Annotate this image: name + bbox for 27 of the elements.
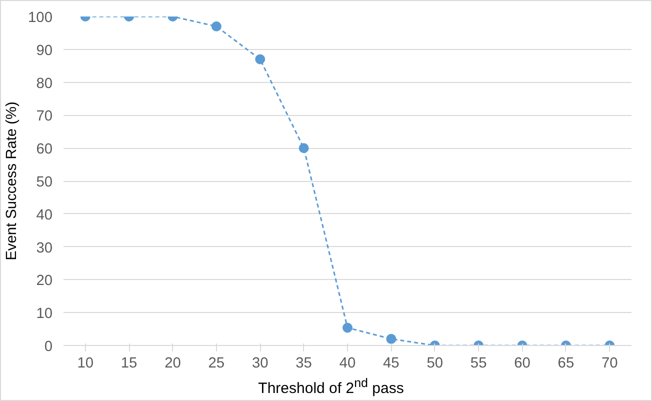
x-axis-title: Threshold of 2$^{nd}$ pass: [257, 375, 405, 399]
y-tick-label: 10: [36, 306, 53, 322]
x-tick-label: 20: [164, 356, 181, 372]
y-axis-title: Event Success Rate (%): [4, 102, 20, 260]
y-tick-label: 20: [36, 273, 53, 290]
x-tick-label: 30: [252, 356, 268, 372]
y-tick-label: 80: [36, 76, 53, 92]
x-tick-label: 50: [426, 356, 444, 372]
x-tick-label: 55: [470, 356, 487, 372]
x-tick-label: 40: [339, 356, 356, 372]
y-tick-label: 40: [36, 207, 53, 224]
y-tick-label: 90: [36, 42, 53, 59]
x-tick-label: 10: [77, 356, 94, 372]
y-tick-label: 0: [44, 339, 53, 355]
y-tick-label: 60: [36, 142, 53, 158]
y-tick-label: 100: [28, 10, 53, 26]
y-tick-label: 70: [36, 108, 53, 125]
x-tick-label: 35: [296, 356, 312, 372]
y-tick-label: 50: [36, 174, 53, 190]
point: [298, 143, 309, 154]
x-tick-label: 70: [602, 356, 618, 372]
y-tick-label: 30: [36, 240, 53, 256]
x-tick-label: 60: [514, 356, 530, 372]
x-tick-label: 65: [558, 356, 574, 372]
x-tick-label: 45: [383, 356, 400, 372]
x-tick-label: 15: [120, 356, 138, 372]
x-tick-label: 25: [208, 356, 225, 372]
